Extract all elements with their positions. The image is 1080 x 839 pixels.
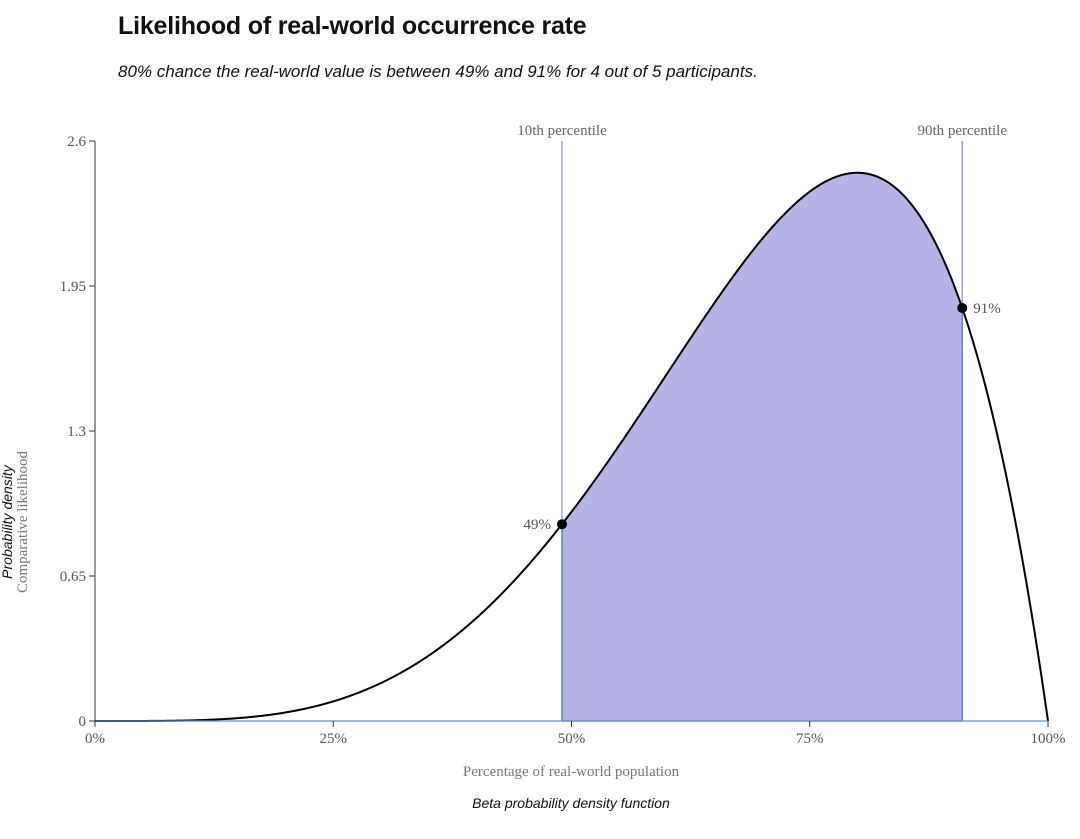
y-tick-label: 2.6 bbox=[67, 134, 86, 150]
y-tick-label: 1.95 bbox=[60, 279, 86, 295]
y-axis-title: Comparative likelihood bbox=[15, 450, 31, 593]
percentile-point-label: 91% bbox=[973, 301, 1001, 317]
credible-interval-area bbox=[561, 172, 963, 722]
y-axis-title-secondary: Probability density bbox=[0, 464, 15, 579]
x-tick-label: 0% bbox=[85, 731, 105, 747]
density-curve bbox=[95, 171, 1049, 722]
percentile-point-label: 49% bbox=[523, 517, 551, 533]
y-tick-label: 0 bbox=[79, 714, 87, 730]
chart-subtitle: 80% chance the real-world value is betwe… bbox=[118, 62, 758, 81]
x-tick-label: 100% bbox=[1031, 731, 1066, 747]
percentile-label: 10th percentile bbox=[517, 123, 607, 139]
y-tick-label: 0.65 bbox=[60, 569, 86, 585]
percentile-label: 90th percentile bbox=[917, 123, 1007, 139]
percentile-point bbox=[957, 302, 968, 313]
percentile-point bbox=[556, 519, 567, 530]
x-tick-label: 25% bbox=[320, 731, 348, 747]
y-tick-label: 1.3 bbox=[67, 424, 86, 440]
chart-caption: Beta probability density function bbox=[472, 795, 670, 811]
x-tick-label: 75% bbox=[796, 731, 824, 747]
x-tick-label: 50% bbox=[558, 731, 586, 747]
chart-title: Likelihood of real-world occurrence rate bbox=[118, 12, 587, 40]
x-axis-title: Percentage of real-world population bbox=[463, 764, 680, 780]
